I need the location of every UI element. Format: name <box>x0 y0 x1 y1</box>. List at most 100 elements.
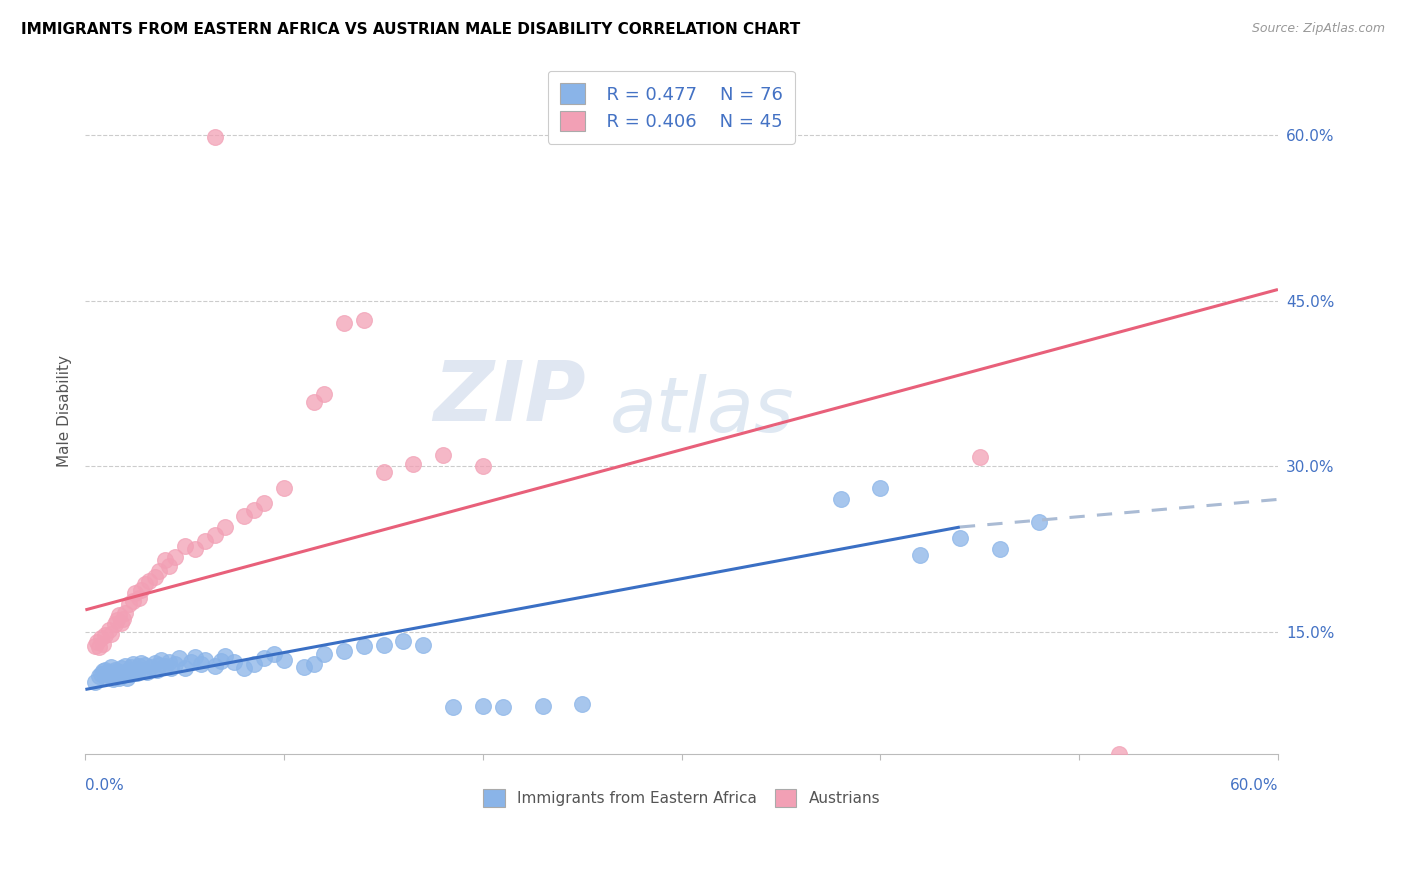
Point <box>183 650 205 665</box>
Point <box>110 665 132 680</box>
Point <box>183 542 205 557</box>
Point <box>163 549 186 564</box>
Point <box>302 657 325 671</box>
Point <box>105 664 128 678</box>
Point <box>91 637 114 651</box>
Point <box>402 457 425 471</box>
Point <box>908 548 931 562</box>
Point <box>243 657 266 671</box>
Point <box>143 656 166 670</box>
Point <box>120 660 142 674</box>
Point <box>89 640 111 655</box>
Point <box>432 448 454 462</box>
Point <box>100 627 122 641</box>
Point <box>98 623 121 637</box>
Text: Source: ZipAtlas.com: Source: ZipAtlas.com <box>1251 22 1385 36</box>
Point <box>1028 515 1050 529</box>
Point <box>112 612 135 626</box>
Point <box>373 638 395 652</box>
Point <box>180 655 202 669</box>
Text: 60.0%: 60.0% <box>1229 778 1278 793</box>
Point <box>122 657 145 671</box>
Point <box>110 661 132 675</box>
Point <box>94 670 117 684</box>
Point <box>118 663 141 677</box>
Point <box>204 130 226 145</box>
Text: IMMIGRANTS FROM EASTERN AFRICA VS AUSTRIAN MALE DISABILITY CORRELATION CHART: IMMIGRANTS FROM EASTERN AFRICA VS AUSTRI… <box>21 22 800 37</box>
Point <box>104 667 127 681</box>
Point <box>115 672 138 686</box>
Point <box>173 661 195 675</box>
Point <box>273 481 295 495</box>
Point <box>134 577 156 591</box>
Point <box>353 640 375 654</box>
Point <box>105 613 128 627</box>
Point <box>353 313 375 327</box>
Point <box>149 652 172 666</box>
Point <box>128 591 150 605</box>
Point <box>209 654 232 668</box>
Point <box>94 628 117 642</box>
Point <box>224 655 246 669</box>
Point <box>869 481 891 495</box>
Point <box>110 616 132 631</box>
Point <box>143 570 166 584</box>
Point <box>492 700 515 714</box>
Point <box>312 387 335 401</box>
Point <box>108 672 131 686</box>
Point <box>129 582 152 597</box>
Point <box>571 697 593 711</box>
Point <box>120 667 142 681</box>
Point <box>94 665 117 680</box>
Point <box>112 668 135 682</box>
Point <box>125 665 148 680</box>
Point <box>302 395 325 409</box>
Legend: Immigrants from Eastern Africa, Austrians: Immigrants from Eastern Africa, Austrian… <box>475 781 887 814</box>
Point <box>108 608 131 623</box>
Point <box>136 665 159 679</box>
Point <box>104 663 127 677</box>
Point <box>129 656 152 670</box>
Point <box>132 663 155 677</box>
Point <box>194 652 217 666</box>
Point <box>91 664 114 678</box>
Point <box>94 663 117 677</box>
Point <box>214 520 236 534</box>
Point <box>114 659 136 673</box>
Point <box>167 651 190 665</box>
Point <box>124 586 146 600</box>
Point <box>84 640 107 654</box>
Point <box>1108 747 1130 761</box>
Point <box>190 657 212 671</box>
Point <box>89 669 111 683</box>
Point <box>263 647 285 661</box>
Point <box>243 503 266 517</box>
Text: ZIP: ZIP <box>433 357 586 438</box>
Point <box>157 655 180 669</box>
Point <box>90 631 112 645</box>
Point <box>392 633 415 648</box>
Point <box>128 659 150 673</box>
Point <box>233 661 256 675</box>
Point <box>312 647 335 661</box>
Point <box>148 564 170 578</box>
Point <box>830 492 852 507</box>
Point <box>194 534 217 549</box>
Point <box>124 664 146 678</box>
Point <box>104 617 127 632</box>
Point <box>412 638 434 652</box>
Point <box>153 659 176 673</box>
Point <box>160 661 183 675</box>
Point <box>118 598 141 612</box>
Point <box>441 700 464 714</box>
Text: 0.0%: 0.0% <box>86 778 124 793</box>
Text: atlas: atlas <box>610 374 794 448</box>
Point <box>949 531 972 545</box>
Point <box>90 667 112 681</box>
Point <box>105 669 128 683</box>
Point <box>373 465 395 479</box>
Point <box>214 649 236 664</box>
Point <box>332 316 354 330</box>
Point <box>134 658 156 673</box>
Point <box>988 542 1011 557</box>
